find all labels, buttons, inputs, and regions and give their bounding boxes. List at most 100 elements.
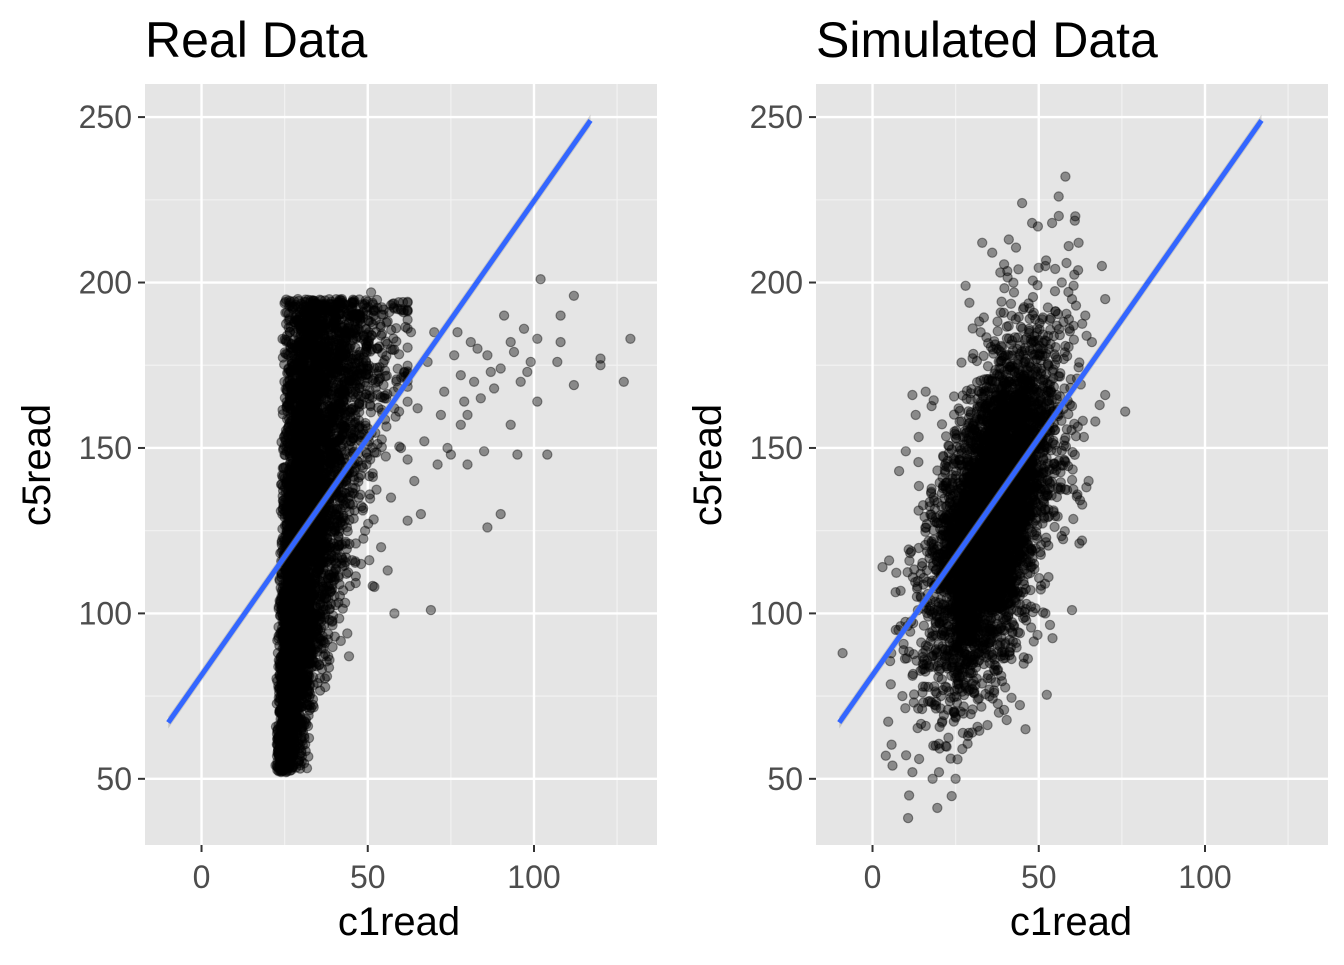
scatter-point: [359, 503, 368, 512]
scatter-point: [306, 308, 315, 317]
scatter-point: [287, 669, 296, 678]
scatter-point: [340, 393, 349, 402]
scatter-point: [360, 378, 369, 387]
scatter-point: [285, 465, 294, 474]
scatter-point: [322, 657, 331, 666]
scatter-point: [324, 511, 333, 520]
panel-real: Real Data c1read c5read: [15, 12, 657, 944]
scatter-point: [312, 415, 321, 424]
scatter-point: [327, 441, 336, 450]
scatter-point: [322, 396, 331, 405]
scatter-point: [403, 306, 412, 315]
panel-background: [145, 84, 657, 845]
scatter-point: [333, 413, 342, 422]
scatter-point: [342, 310, 351, 319]
scatter-point: [325, 336, 334, 345]
scatter-point: [304, 295, 313, 304]
scatter-point: [330, 451, 339, 460]
scatter-point: [337, 340, 346, 349]
scatter-point: [287, 685, 296, 694]
scatter-point: [367, 331, 376, 340]
scatter-point: [360, 393, 369, 402]
scatter-point: [295, 313, 304, 322]
scatter-point: [278, 473, 287, 482]
scatter-point: [301, 670, 310, 679]
scatter-point: [331, 369, 340, 378]
scatter-point: [363, 453, 372, 462]
scatter-point: [350, 419, 359, 428]
scatter-point: [282, 700, 291, 709]
scatter-point: [281, 297, 290, 306]
scatter-point: [365, 490, 374, 499]
scatter-point: [283, 439, 292, 448]
scatter-point: [311, 612, 320, 621]
scatter-point: [386, 345, 395, 354]
scatter-point: [369, 515, 378, 524]
scatter-point: [294, 739, 303, 748]
scatter-point: [341, 553, 350, 562]
plot-area-real: [145, 84, 657, 845]
scatter-point: [313, 368, 322, 377]
scatter-point: [345, 407, 354, 416]
scatter-point: [292, 611, 301, 620]
scatter-point: [281, 736, 290, 745]
scatter-point: [353, 354, 362, 363]
scatter-point: [293, 627, 302, 636]
scatter-point: [309, 680, 318, 689]
scatter-point: [403, 343, 412, 352]
scatter-point: [282, 528, 291, 537]
scatter-point: [282, 403, 291, 412]
scatter-point: [376, 322, 385, 331]
scatter-point: [368, 469, 377, 478]
scatter-point: [334, 351, 343, 360]
scatter-point: [349, 434, 358, 443]
scatter-point: [308, 633, 317, 642]
scatter-point: [278, 681, 287, 690]
scatter-point: [371, 383, 380, 392]
scatter-point: [278, 717, 287, 726]
scatter-point: [305, 375, 314, 384]
scatter-point: [379, 305, 388, 314]
scatter-point: [341, 539, 350, 548]
scatter-point: [294, 759, 303, 768]
scatter-point: [345, 499, 354, 508]
scatter-point: [280, 594, 289, 603]
scatter-point: [290, 478, 299, 487]
scatter-point: [280, 335, 289, 344]
scatter-point: [348, 367, 357, 376]
scatter-point: [305, 331, 314, 340]
scatter-point: [303, 658, 312, 667]
scatter-point: [304, 555, 313, 564]
scatter-point: [362, 342, 371, 351]
scatter-point: [372, 448, 381, 457]
scatter-point: [328, 617, 337, 626]
scatter-point: [319, 550, 328, 559]
scatter-point: [356, 490, 365, 499]
scatter-point: [345, 344, 354, 353]
scatter-point: [365, 361, 374, 370]
scatter-point: [305, 364, 314, 373]
scatter-point: [303, 642, 312, 651]
scatter-point: [293, 445, 302, 454]
scatter-point: [345, 582, 354, 591]
scatter-point: [392, 324, 401, 333]
scatter-point: [368, 298, 377, 307]
scatter-point: [344, 652, 353, 661]
scatter-point: [403, 315, 412, 324]
scatter-point: [381, 452, 390, 461]
scatter-point: [316, 426, 325, 435]
scatter-point: [395, 350, 404, 359]
scatter-point: [382, 422, 391, 431]
scatter-point: [335, 295, 344, 304]
scatter-point: [355, 315, 364, 324]
scatter-point: [403, 455, 412, 464]
chart-title-real: Real Data: [145, 12, 368, 68]
scatter-point: [320, 674, 329, 683]
scatter-point: [283, 382, 292, 391]
scatter-point: [276, 664, 285, 673]
scatter-point: [313, 455, 322, 464]
scatter-point: [361, 526, 370, 535]
scatter-point: [290, 569, 299, 578]
